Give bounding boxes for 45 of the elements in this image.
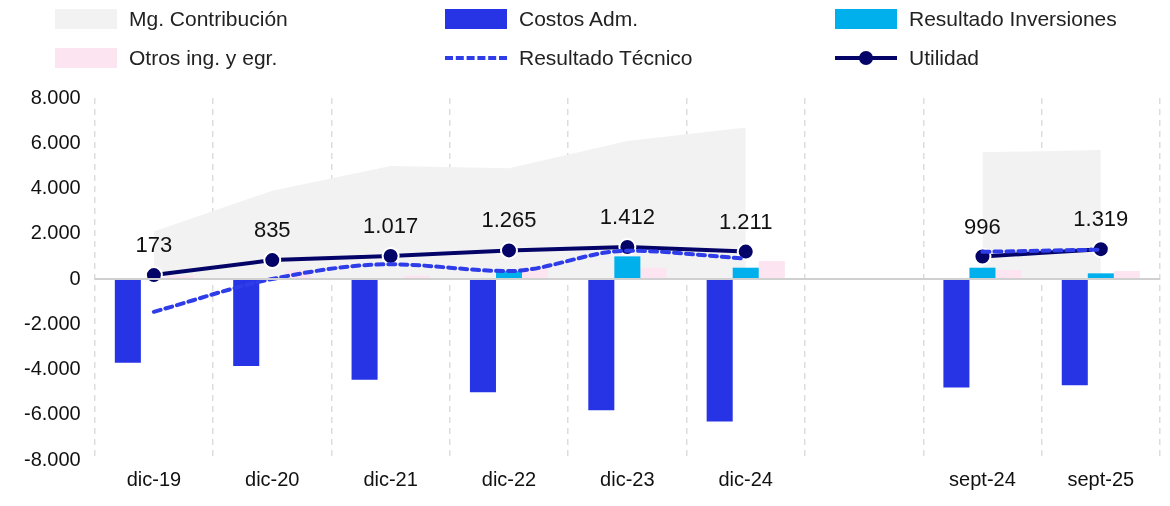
legend-label: Mg. Contribución bbox=[129, 7, 288, 31]
bar bbox=[614, 256, 641, 279]
y-tick-label: 2.000 bbox=[30, 221, 81, 244]
bar bbox=[1061, 279, 1088, 386]
x-tick-label: dic-21 bbox=[363, 467, 418, 490]
bar bbox=[351, 279, 378, 380]
data-label: 835 bbox=[253, 217, 291, 243]
bar bbox=[706, 279, 733, 422]
y-tick-label: 0 bbox=[69, 266, 81, 289]
y-tick-label: -2.000 bbox=[23, 311, 81, 334]
x-tick-label: sept-24 bbox=[949, 467, 1016, 490]
x-tick-label: dic-24 bbox=[718, 467, 773, 490]
legend-label: Otros ing. y egr. bbox=[129, 46, 278, 70]
point bbox=[381, 246, 400, 265]
data-label: 1.017 bbox=[363, 213, 419, 239]
x-tick-label: dic-22 bbox=[481, 467, 537, 490]
y-tick-label: -6.000 bbox=[23, 402, 81, 425]
x-tick-label: dic-20 bbox=[245, 467, 300, 490]
x-tick-label: sept-25 bbox=[1067, 467, 1135, 490]
data-label: 1.319 bbox=[1073, 206, 1129, 232]
bar bbox=[758, 260, 785, 279]
legend-label: Utilidad bbox=[909, 46, 980, 70]
point bbox=[736, 242, 755, 261]
point bbox=[263, 251, 282, 270]
y-tick-label: 4.000 bbox=[30, 176, 81, 199]
legend-label: Resultado Técnico bbox=[519, 46, 693, 70]
point bbox=[499, 241, 518, 260]
y-tick-label: -4.000 bbox=[23, 357, 81, 380]
data-label: 173 bbox=[135, 232, 173, 258]
data-label: 1.211 bbox=[719, 208, 773, 234]
y-tick-label: 8.000 bbox=[30, 85, 81, 108]
y-tick-label: 6.000 bbox=[30, 130, 81, 153]
bar bbox=[114, 279, 141, 363]
legend-label: Resultado Inversiones bbox=[909, 7, 1117, 31]
legend-label: Costos Adm. bbox=[519, 7, 639, 31]
x-tick-label: dic-23 bbox=[600, 467, 655, 490]
data-label: 996 bbox=[964, 213, 1001, 239]
bar bbox=[943, 279, 970, 388]
data-label: 1.412 bbox=[599, 204, 655, 230]
bar bbox=[995, 269, 1022, 279]
data-label: 1.265 bbox=[481, 207, 537, 233]
x-tick-label: dic-19 bbox=[126, 467, 182, 490]
bar bbox=[588, 279, 615, 411]
bar bbox=[469, 279, 496, 393]
y-tick-label: -8.000 bbox=[23, 447, 81, 470]
